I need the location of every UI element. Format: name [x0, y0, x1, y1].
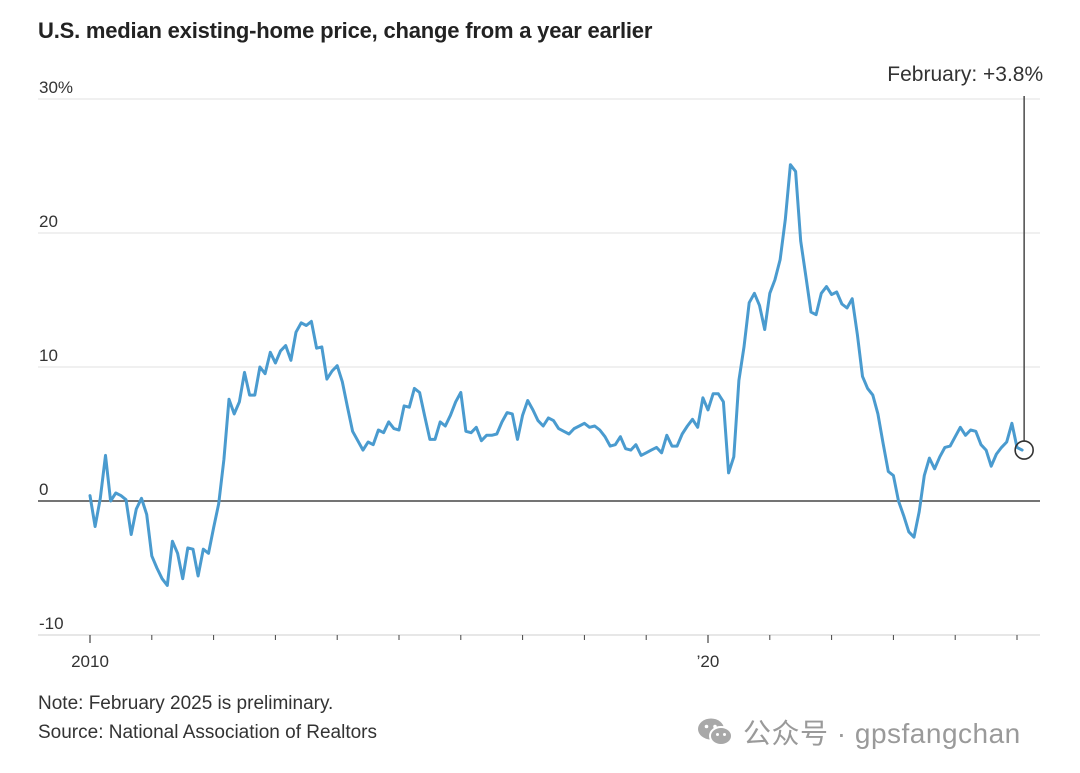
- y-tick-label: 30%: [39, 78, 73, 97]
- chart-note: Note: February 2025 is preliminary.: [38, 693, 334, 714]
- y-tick-label: 0: [39, 480, 48, 499]
- annotation-marker: [1014, 440, 1034, 460]
- annotation-layer: February: +3.8%: [887, 63, 1043, 460]
- axis-layer: -10 0 10 20 30% 2010 ’20: [38, 78, 1040, 671]
- y-tick-label: -10: [39, 614, 64, 633]
- series-line: [88, 163, 1024, 587]
- watermark: 公众号 · gpsfangchan: [697, 712, 1021, 752]
- y-tick-label: 10: [39, 346, 58, 365]
- chart-title: U.S. median existing-home price, change …: [38, 18, 653, 43]
- x-tick-label: 2010: [71, 652, 109, 671]
- chart-source: Source: National Association of Realtors: [38, 722, 378, 743]
- series-layer: [88, 163, 1024, 587]
- line-chart: -10 0 10 20 30% 2010 ’20 February: +3.8%: [38, 63, 1043, 671]
- y-tick-label: 20: [39, 212, 58, 231]
- wechat-icon: [698, 718, 733, 746]
- annotation-label: February: +3.8%: [887, 63, 1043, 86]
- x-tick-label: ’20: [697, 652, 720, 671]
- grid-layer: [38, 98, 1040, 368]
- watermark-text: 公众号 · gpsfangchan: [743, 718, 1021, 749]
